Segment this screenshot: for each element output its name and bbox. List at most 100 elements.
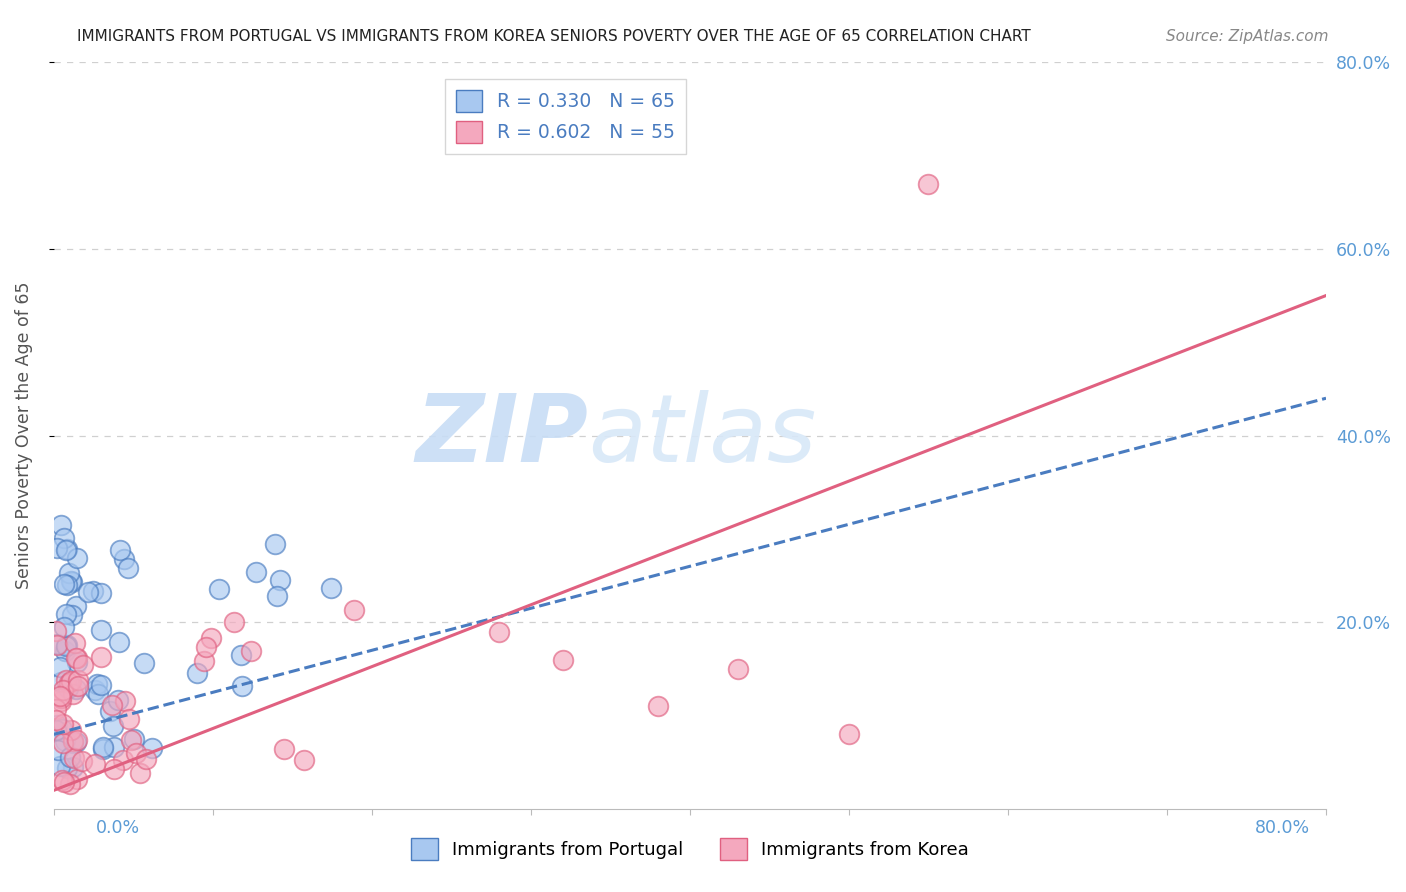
- Point: [45, 723, 67, 738]
- Point: [49, 689, 72, 703]
- Point: [58, 676, 80, 690]
- Point: [55, 734, 77, 748]
- Point: [51, 716, 73, 731]
- Point: [838, 727, 860, 741]
- Point: [72, 657, 94, 672]
- Point: [66, 772, 89, 786]
- Point: [52, 577, 75, 591]
- Point: [266, 589, 288, 603]
- Point: [51, 518, 73, 533]
- Point: [90, 623, 112, 637]
- Text: ZIP: ZIP: [415, 390, 588, 482]
- Point: [141, 741, 163, 756]
- Point: [58, 566, 80, 581]
- Point: [45, 638, 67, 652]
- Point: [65, 550, 87, 565]
- Text: 80.0%: 80.0%: [1256, 819, 1310, 837]
- Point: [49, 759, 72, 773]
- Point: [125, 746, 148, 760]
- Point: [59, 673, 82, 688]
- Text: Source: ZipAtlas.com: Source: ZipAtlas.com: [1166, 29, 1329, 44]
- Point: [55, 673, 77, 687]
- Point: [122, 731, 145, 746]
- Point: [118, 712, 141, 726]
- Point: [84, 757, 107, 772]
- Point: [87, 687, 110, 701]
- Point: [129, 766, 152, 780]
- Point: [84, 682, 107, 697]
- Point: [55, 761, 77, 775]
- Point: [60, 575, 83, 590]
- Point: [112, 551, 135, 566]
- Point: [55, 639, 77, 653]
- Point: [343, 603, 366, 617]
- Point: [65, 681, 87, 696]
- Point: [52, 620, 75, 634]
- Point: [273, 742, 295, 756]
- Point: [66, 679, 89, 693]
- Point: [62, 736, 84, 750]
- Point: [231, 679, 253, 693]
- Point: [292, 753, 315, 767]
- Point: [110, 543, 132, 558]
- Point: [72, 754, 94, 768]
- Point: [65, 733, 87, 747]
- Point: [91, 741, 114, 756]
- Point: [46, 717, 69, 731]
- Point: [56, 681, 79, 696]
- Y-axis label: Seniors Poverty Over the Age of 65: Seniors Poverty Over the Age of 65: [15, 282, 32, 590]
- Point: [101, 698, 124, 712]
- Point: [52, 774, 75, 789]
- Point: [114, 694, 136, 708]
- Point: [62, 734, 84, 748]
- Point: [45, 624, 67, 639]
- Point: [111, 753, 134, 767]
- Point: [56, 638, 79, 652]
- Point: [91, 740, 114, 755]
- Point: [107, 693, 129, 707]
- Point: [488, 624, 510, 639]
- Point: [86, 677, 108, 691]
- Point: [66, 655, 89, 669]
- Point: [62, 751, 84, 765]
- Point: [194, 640, 217, 654]
- Point: [55, 607, 77, 622]
- Point: [59, 777, 82, 791]
- Point: [52, 682, 75, 697]
- Point: [135, 752, 157, 766]
- Point: [49, 674, 72, 689]
- Point: [67, 673, 90, 688]
- Point: [45, 702, 67, 716]
- Point: [45, 541, 67, 555]
- Point: [59, 750, 82, 764]
- Point: [60, 723, 83, 738]
- Point: [103, 763, 125, 777]
- Point: [90, 649, 112, 664]
- Point: [193, 654, 215, 668]
- Point: [59, 574, 82, 588]
- Point: [117, 561, 139, 575]
- Point: [62, 759, 84, 773]
- Point: [49, 659, 72, 673]
- Point: [46, 637, 69, 651]
- Point: [98, 704, 121, 718]
- Point: [51, 722, 73, 736]
- Point: [134, 657, 156, 671]
- Point: [49, 694, 72, 708]
- Text: IMMIGRANTS FROM PORTUGAL VS IMMIGRANTS FROM KOREA SENIORS POVERTY OVER THE AGE O: IMMIGRANTS FROM PORTUGAL VS IMMIGRANTS F…: [77, 29, 1031, 44]
- Point: [62, 687, 84, 701]
- Point: [647, 699, 669, 714]
- Point: [48, 742, 70, 756]
- Point: [53, 643, 76, 657]
- Point: [222, 615, 245, 630]
- Point: [263, 537, 285, 551]
- Point: [66, 651, 89, 665]
- Point: [551, 652, 574, 666]
- Legend: R = 0.330   N = 65, R = 0.602   N = 55: R = 0.330 N = 65, R = 0.602 N = 55: [444, 79, 686, 154]
- Text: atlas: atlas: [588, 390, 817, 481]
- Point: [90, 585, 112, 599]
- Point: [186, 665, 208, 680]
- Point: [63, 636, 86, 650]
- Point: [49, 690, 72, 705]
- Point: [65, 735, 87, 749]
